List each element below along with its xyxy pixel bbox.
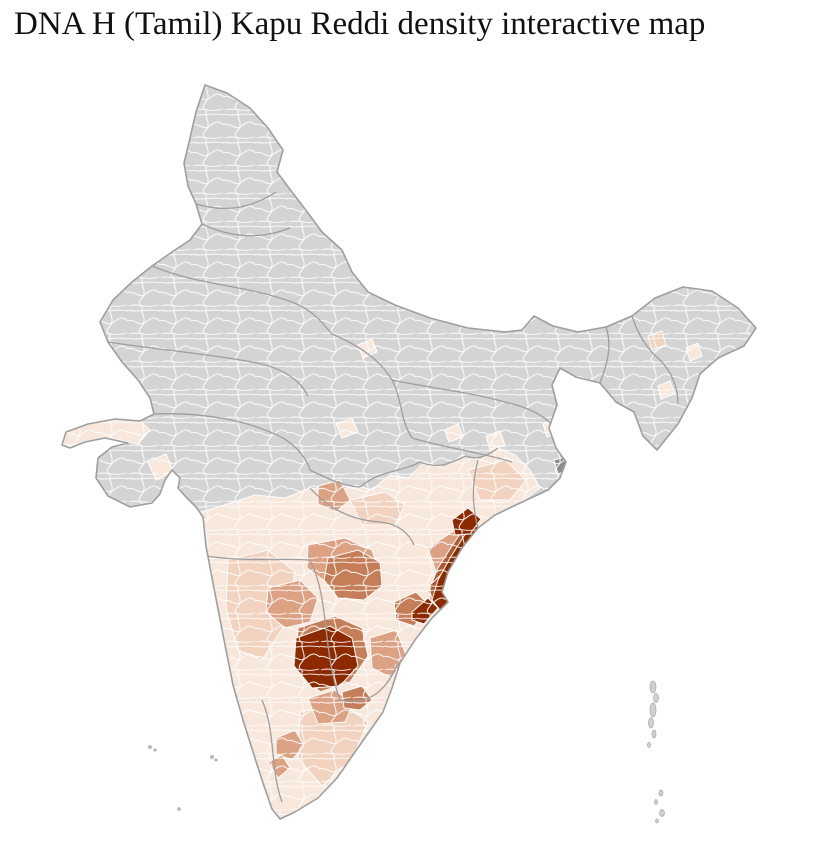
andaman-nicobar-islands[interactable] <box>647 680 665 824</box>
lakshadweep-islands[interactable] <box>148 745 218 811</box>
district-mesh-overlay <box>62 85 756 819</box>
region-ne-light-2[interactable] <box>695 388 713 408</box>
page-title: DNA H (Tamil) Kapu Reddi density interac… <box>14 6 706 42</box>
state-borders <box>107 191 679 803</box>
